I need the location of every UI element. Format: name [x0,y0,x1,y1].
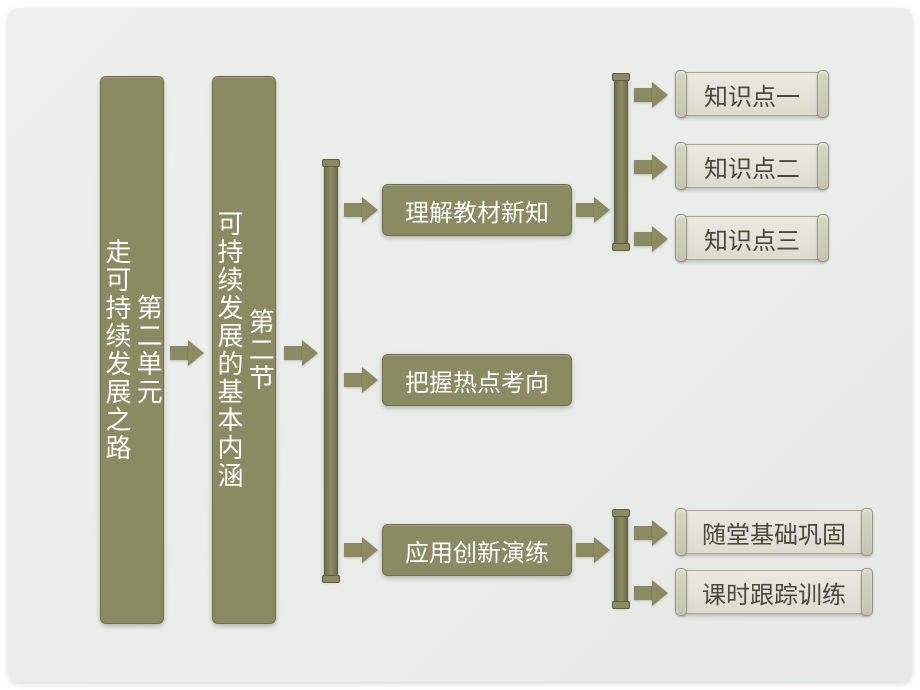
arrow-bar1-mid-1 [344,365,378,395]
leaf-top-1: 知识点二 [680,144,824,188]
mid-box-1: 把握热点考向 [382,354,572,406]
arrow-leaf-bot-1 [634,578,668,608]
leaf-top-2: 知识点三 [680,216,824,260]
slide-card: 第二单元 走可持续发展之路 第二节 可持续发展的基本内涵 理解教材新知 把握热 [8,8,912,682]
mid-box-1-label: 把握热点考向 [405,363,549,398]
mid-box-2-label: 应用创新演练 [405,533,549,568]
unit-title: 走可持续发展之路 [102,238,132,462]
unit-column: 第二单元 走可持续发展之路 [100,76,164,624]
bracket-bar-1 [324,162,338,580]
arrow-leaf-top-0 [634,80,668,110]
mid-box-0-label: 理解教材新知 [405,193,549,228]
arrow-leaf-top-2 [634,224,668,254]
section-title: 可持续发展的基本内涵 [214,210,244,490]
mid-box-0: 理解教材新知 [382,184,572,236]
leaf-top-1-label: 知识点二 [704,149,800,184]
section-column-text: 第二节 可持续发展的基本内涵 [213,210,275,490]
leaf-top-0-label: 知识点一 [704,77,800,112]
section-label: 第二节 [245,308,275,392]
unit-column-text: 第二单元 走可持续发展之路 [101,238,163,462]
arrow-bar1-mid-0 [344,195,378,225]
bracket-bar-2-bottom [614,512,628,606]
leaf-bot-0-label: 随堂基础巩固 [702,515,846,550]
mid-box-2: 应用创新演练 [382,524,572,576]
leaf-top-2-label: 知识点三 [704,221,800,256]
arrow-leaf-bot-0 [634,518,668,548]
leaf-bot-1-label: 课时跟踪训练 [702,575,846,610]
section-column: 第二节 可持续发展的基本内涵 [212,76,276,624]
arrow-mid0-bar2 [576,195,610,225]
bracket-bar-2-top [614,76,628,248]
leaf-bot-0: 随堂基础巩固 [680,510,868,554]
leaf-bot-1: 课时跟踪训练 [680,570,868,614]
slide-frame: 第二单元 走可持续发展之路 第二节 可持续发展的基本内涵 理解教材新知 把握热 [0,0,920,690]
arrow-bar1-mid-2 [344,535,378,565]
unit-label: 第二单元 [133,294,163,406]
arrow-leaf-top-1 [634,152,668,182]
arrow-mid2-bar2 [576,535,610,565]
arrow-unit-to-section [170,338,204,368]
leaf-top-0: 知识点一 [680,72,824,116]
arrow-section-to-bar [284,338,318,368]
